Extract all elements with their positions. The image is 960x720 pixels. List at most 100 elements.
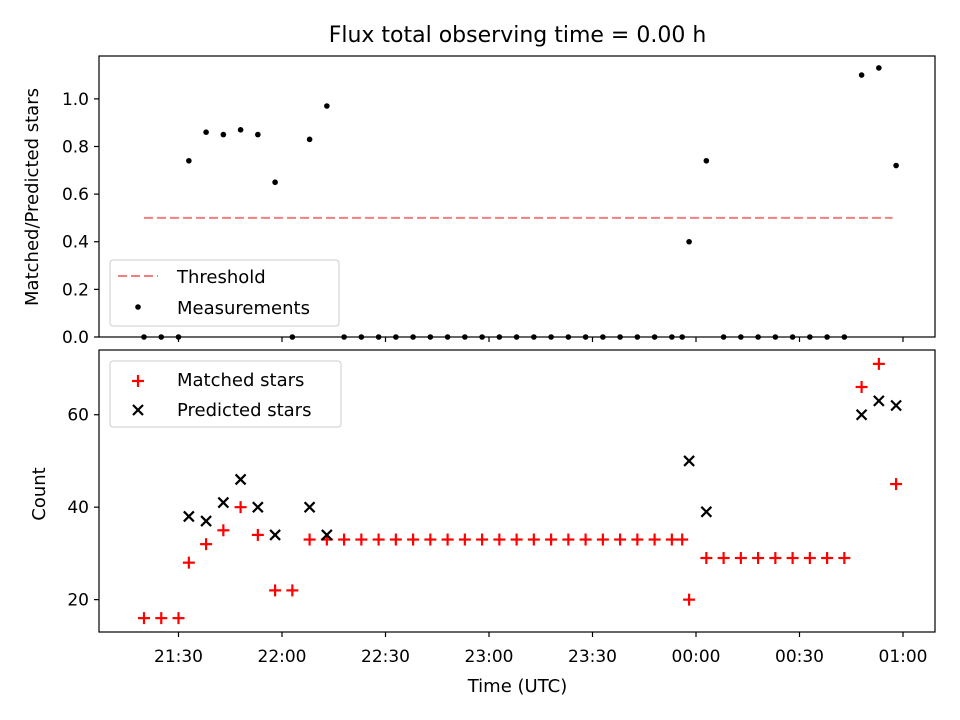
legend-matched-swatch <box>132 375 144 387</box>
bottom-panel: 20 40 60 21:30 22:00 22:30 23:00 23:30 00:00 00:… <box>29 349 936 697</box>
predicted-star-point <box>217 496 230 509</box>
measurement-point <box>858 72 865 78</box>
predicted-star-point <box>200 515 212 527</box>
measurement-point <box>186 157 192 164</box>
measurement-point <box>272 179 278 186</box>
x-tick-label: 00:00 <box>672 647 721 667</box>
matched-star-point <box>372 533 385 546</box>
matched-star-point <box>251 528 264 541</box>
bottom-y-tick-label: 60 <box>67 406 89 426</box>
measurement-point <box>220 131 227 138</box>
top-y-tick-label: 1.0 <box>62 90 89 110</box>
matched-star-point <box>493 533 506 546</box>
top-y-tick-label: 0.0 <box>62 328 89 348</box>
matched-star-point <box>200 538 213 551</box>
legend-measurements-label: Measurements <box>177 298 310 319</box>
matched-star-point <box>872 357 885 370</box>
matched-star-point <box>234 501 247 514</box>
legend-predicted-label: Predicted stars <box>177 400 311 421</box>
predicted-star-point <box>873 395 885 407</box>
matched-star-point <box>355 533 368 546</box>
matched-star-point <box>676 533 689 546</box>
measurement-point <box>893 162 899 169</box>
matched-star-point <box>562 533 575 546</box>
bottom-y-tick-label: 40 <box>67 498 89 518</box>
matched-star-point <box>424 533 437 546</box>
measurement-point <box>255 131 261 138</box>
matched-star-point <box>407 533 420 546</box>
matched-star-point <box>821 552 834 565</box>
measurement-point <box>876 65 882 71</box>
matched-star-point <box>476 533 489 546</box>
matched-star-point <box>155 612 168 625</box>
matched-star-point <box>614 533 627 546</box>
predicted-star-point <box>855 408 868 421</box>
predicted-star-point <box>183 510 195 523</box>
matched-star-point <box>803 552 816 565</box>
matched-star-point <box>648 533 661 546</box>
matched-star-point <box>665 533 678 546</box>
measurement-point <box>686 238 692 245</box>
matched-star-point <box>700 552 713 565</box>
chart-title: Flux total observing time = 0.00 h <box>329 23 707 48</box>
bottom-y-tick-label: 20 <box>67 591 89 611</box>
top-panel: 0.0 0.2 0.4 0.6 0.8 1.0 Matched/Predicted sta… <box>22 55 936 348</box>
predicted-star-point <box>269 529 281 541</box>
matched-star-point <box>338 533 351 546</box>
predicted-star-point <box>252 501 264 513</box>
predicted-star-point <box>683 455 695 467</box>
matched-star-point <box>838 552 851 565</box>
measurement-point <box>306 136 313 143</box>
matched-star-point <box>579 533 592 546</box>
matched-star-point <box>769 552 782 565</box>
matched-star-point <box>545 533 558 546</box>
matched-star-point <box>717 552 730 565</box>
matched-star-point <box>303 533 316 546</box>
matched-star-point <box>786 552 799 565</box>
predicted-star-point <box>303 501 316 513</box>
x-tick-label: 21:30 <box>154 647 203 667</box>
matched-star-point <box>172 612 185 625</box>
x-tick-label: 22:30 <box>361 647 410 667</box>
matched-star-point <box>734 552 747 565</box>
matched-star-point <box>890 478 903 491</box>
top-y-tick-label: 0.8 <box>62 137 89 157</box>
top-y-tick-label: 0.2 <box>62 280 89 300</box>
bottom-y-axis-label: Count <box>29 467 50 520</box>
measurement-point <box>203 129 209 136</box>
legend-measurements-swatch <box>135 304 141 310</box>
matched-star-point <box>138 612 150 625</box>
predicted-star-point <box>234 473 247 486</box>
bottom-plot-frame <box>98 349 936 633</box>
x-tick-label: 01:00 <box>879 647 928 667</box>
x-tick-label: 23:30 <box>568 647 617 667</box>
matched-star-point <box>683 593 696 606</box>
matched-star-point <box>631 533 644 546</box>
matched-star-point <box>389 533 402 546</box>
predicted-star-point <box>700 506 713 518</box>
x-tick-label: 00:30 <box>775 647 824 667</box>
matched-star-point <box>286 584 299 597</box>
predicted-star-point <box>890 399 902 412</box>
measurement-point <box>324 103 330 109</box>
matched-star-point <box>441 533 454 546</box>
top-y-axis-label: Matched/Predicted stars <box>22 88 43 306</box>
legend-predicted-swatch <box>132 404 144 416</box>
matched-star-point <box>752 552 765 565</box>
bottom-legend-box <box>109 360 342 428</box>
matched-star-point <box>182 556 195 569</box>
bottom-legend: Matched stars Predicted stars <box>109 360 342 428</box>
x-tick-label: 22:00 <box>258 647 307 667</box>
legend-threshold-label: Threshold <box>176 267 266 288</box>
matched-star-point <box>855 380 868 393</box>
top-plot-frame <box>98 55 936 338</box>
x-tick-label: 23:00 <box>465 647 514 667</box>
top-y-tick-label: 0.4 <box>62 233 89 253</box>
matched-star-point <box>269 584 282 597</box>
matched-star-point <box>596 533 609 546</box>
top-y-tick-label: 0.6 <box>62 185 89 205</box>
matched-star-point <box>458 533 471 546</box>
measurement-point <box>237 127 244 133</box>
matched-star-point <box>217 524 230 537</box>
